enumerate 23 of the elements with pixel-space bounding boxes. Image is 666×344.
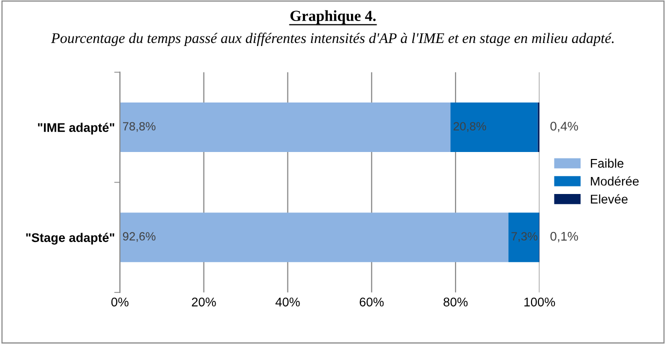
data-label: 92,6% (122, 232, 156, 242)
y-tick-label: "IME adapté" (38, 122, 114, 134)
x-tick-label: 100% (524, 298, 555, 306)
legend-label: Elevée (590, 194, 628, 204)
legend-label: Modérée (590, 176, 639, 186)
data-label: 0,4% (550, 122, 578, 132)
data-label: 7,3% (512, 232, 538, 242)
data-label: 78,8% (123, 122, 156, 132)
x-tick-label: 20% (192, 298, 216, 306)
chart-title: Graphique 4. (290, 10, 376, 24)
legend-label: Faible (590, 158, 624, 168)
bar (120, 102, 451, 152)
chart-subtitle: Pourcentage du temps passé aux différentes intensités d'AP à l'IME et en stage en milieu adapté. (51, 32, 614, 46)
data-label: 20,8% (454, 122, 486, 132)
x-tick-label: 40% (275, 298, 300, 306)
bar (120, 212, 508, 262)
x-tick-label: 0% (111, 298, 128, 306)
data-label: 0,1% (550, 232, 578, 242)
x-tick-label: 60% (360, 298, 384, 306)
bar (450, 102, 538, 152)
y-tick-label: "Stage adapté" (26, 232, 114, 245)
bar (508, 212, 540, 262)
x-tick-label: 80% (444, 298, 468, 306)
